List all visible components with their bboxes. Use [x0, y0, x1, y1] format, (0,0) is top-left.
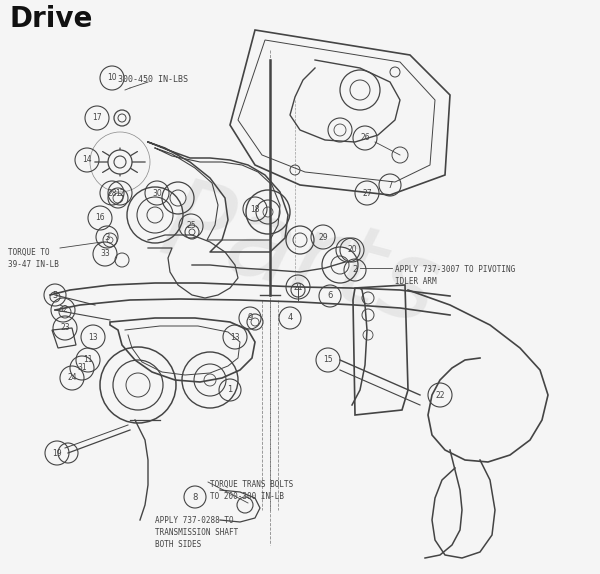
Text: 7: 7 [388, 180, 392, 189]
Text: 8: 8 [193, 492, 197, 502]
Text: 12: 12 [115, 188, 125, 197]
Text: 25: 25 [186, 222, 196, 231]
Text: 21: 21 [293, 282, 303, 292]
Circle shape [108, 150, 132, 174]
Text: 18: 18 [250, 204, 260, 214]
Text: 32: 32 [58, 305, 68, 315]
Text: 6: 6 [328, 292, 332, 301]
Text: APPLY 737-3007 TO PIVOTING
IDLER ARM: APPLY 737-3007 TO PIVOTING IDLER ARM [395, 265, 515, 286]
Text: 26: 26 [360, 134, 370, 142]
Text: APPLY 737-0288 TO
TRANSMISSION SHAFT
BOTH SIDES: APPLY 737-0288 TO TRANSMISSION SHAFT BOT… [155, 516, 238, 549]
Text: 33: 33 [100, 250, 110, 258]
Text: 31: 31 [77, 363, 87, 373]
Text: 3: 3 [104, 232, 110, 242]
Text: 4: 4 [287, 313, 293, 323]
Text: 300-450 IN-LBS: 300-450 IN-LBS [118, 75, 188, 84]
Text: 22: 22 [435, 390, 445, 400]
Text: 30: 30 [152, 188, 162, 197]
Text: TORQUE TO
39-47 IN-LB: TORQUE TO 39-47 IN-LB [8, 248, 59, 269]
Text: Parts: Parts [150, 170, 450, 347]
Text: 15: 15 [323, 355, 333, 364]
Text: 13: 13 [230, 332, 240, 342]
Text: 29: 29 [318, 232, 328, 242]
Text: Drive: Drive [10, 5, 94, 33]
Text: 9: 9 [247, 313, 253, 323]
Text: 10: 10 [107, 73, 117, 83]
Text: 20: 20 [347, 246, 357, 254]
Text: 5: 5 [52, 290, 58, 300]
Text: 23: 23 [60, 324, 70, 332]
Text: 16: 16 [95, 214, 105, 223]
Text: 24: 24 [67, 374, 77, 382]
Text: 17: 17 [92, 114, 102, 122]
Text: 27: 27 [362, 188, 372, 197]
Text: 1: 1 [227, 386, 233, 394]
Text: 19: 19 [52, 448, 62, 457]
Text: 14: 14 [82, 156, 92, 165]
Text: 2: 2 [352, 266, 358, 274]
Text: 13: 13 [88, 332, 98, 342]
Text: TORQUE TRANS BOLTS
TO 200-300 IN-LB: TORQUE TRANS BOLTS TO 200-300 IN-LB [210, 480, 293, 501]
Text: 11: 11 [83, 355, 93, 364]
Text: 28: 28 [107, 188, 117, 197]
